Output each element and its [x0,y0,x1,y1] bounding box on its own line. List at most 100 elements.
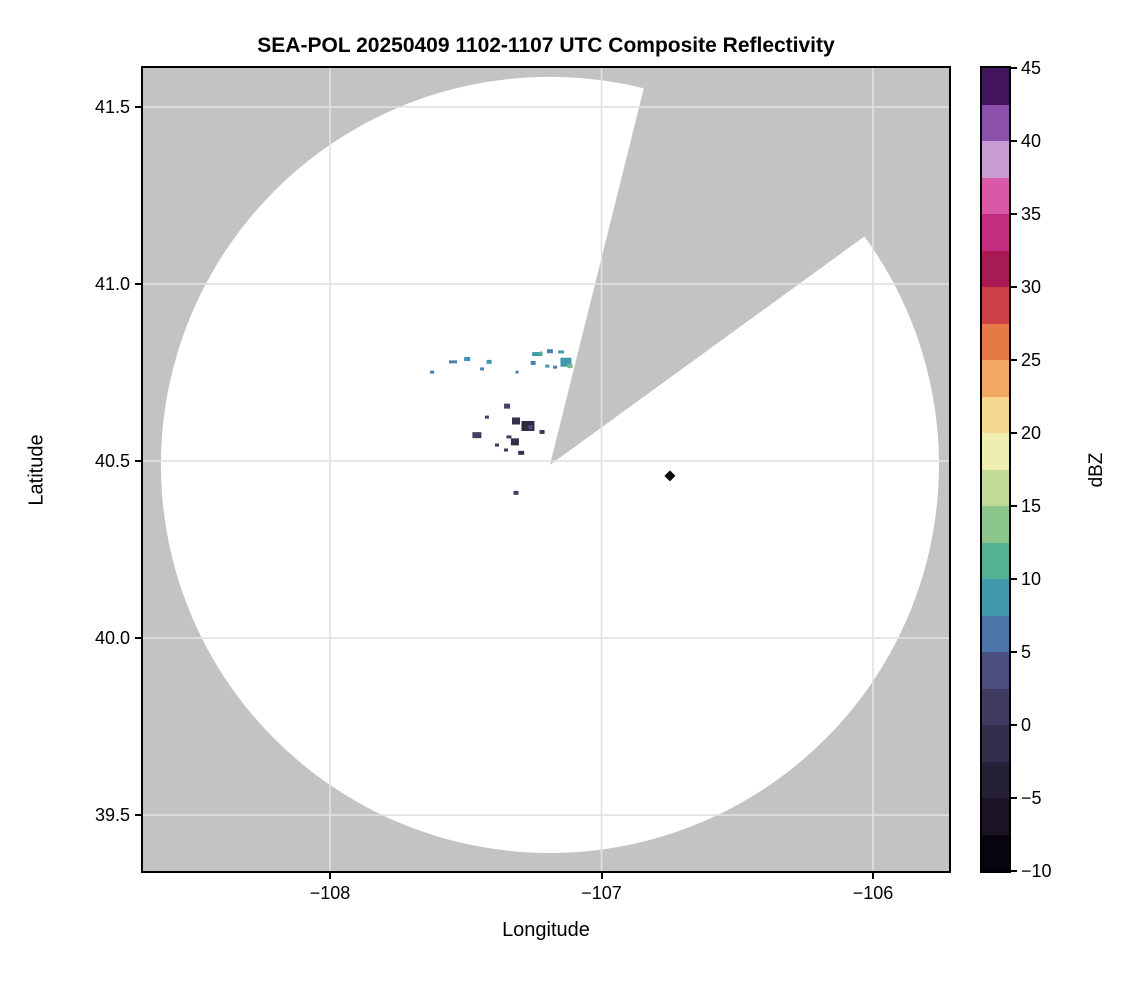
reflectivity-echo [494,443,499,447]
colorbar-tick-label: 20 [1021,423,1042,443]
reflectivity-echo [512,417,521,425]
colorbar-tick-mark [1011,140,1017,142]
colorbar-tick-label: 30 [1021,277,1042,297]
y-tick-label: 40.0 [94,628,130,649]
colorbar-band [982,687,1009,725]
colorbar-band [982,578,1009,616]
y-tick-label: 39.5 [94,805,130,826]
colorbar-tick-mark [1011,286,1017,288]
x-tick-mark [871,873,874,879]
colorbar-tick-mark [1011,724,1017,726]
colorbar-tick-label: 15 [1021,496,1042,516]
colorbar-band [982,359,1009,397]
colorbar-band [982,68,1009,105]
colorbar-tick-mark [1011,797,1017,799]
reflectivity-echo [539,429,545,434]
colorbar-tick-label: 0 [1021,715,1032,735]
x-tick-mark [329,873,332,879]
y-tick-label: 41.5 [94,96,130,117]
reflectivity-echo [560,357,572,367]
colorbar-tick-mark [1011,432,1017,434]
colorbar-tick-mark [1011,67,1017,69]
colorbar-band [982,395,1009,433]
colorbar-tick-label: 5 [1021,642,1032,662]
x-tick-mark [600,873,603,879]
point-marker-diamond [664,470,676,482]
colorbar-band [982,505,1009,543]
colorbar-band [982,103,1009,141]
reflectivity-echo [430,370,435,374]
x-tick-label: −107 [581,883,622,903]
colorbar-band [982,322,1009,360]
reflectivity-echo [558,350,565,354]
reflectivity-echo [510,438,519,446]
colorbar-tick-label: −5 [1021,788,1042,808]
colorbar-band [982,432,1009,470]
radar-map-canvas [143,68,949,871]
reflectivity-echo [546,349,553,354]
y-tick-mark [135,637,141,640]
reflectivity-echo [504,403,511,409]
x-tick-label: −108 [309,883,351,903]
reflectivity-echo [486,359,492,364]
colorbar-band [982,213,1009,251]
colorbar-tick-mark [1011,505,1017,507]
blocked-sector-wedge [549,68,949,465]
colorbar-tick-mark [1011,870,1017,872]
colorbar-tick-label: 35 [1021,204,1042,224]
map-plot-area [143,68,949,871]
reflectivity-echo [528,425,533,430]
reflectivity-echo [484,415,489,419]
colorbar-band [982,541,1009,579]
y-tick-mark [135,282,141,285]
colorbar-band [982,286,1009,324]
colorbar-band [982,651,1009,689]
colorbar-tick-label: 25 [1021,350,1042,370]
colorbar-band [982,468,1009,506]
chart-title: SEA-POL 20250409 1102-1107 UTC Composite… [257,34,835,57]
y-tick-label: 40.5 [94,451,130,471]
colorbar-tick-label: 40 [1021,131,1042,151]
colorbar-tick-mark [1011,651,1017,653]
colorbar [982,68,1009,871]
reflectivity-echo [506,435,512,439]
reflectivity-echo [532,352,543,357]
reflectivity-echo [530,360,536,365]
colorbar-band [982,176,1009,214]
colorbar-band [982,760,1009,798]
colorbar-tick-label: 10 [1021,569,1042,589]
colorbar-tick-label: 45 [1021,58,1042,78]
x-axis-label: Longitude [502,919,590,941]
colorbar-tick-label: −10 [1021,861,1052,881]
reflectivity-echo [518,450,525,455]
reflectivity-echo [567,364,573,369]
colorbar-tick-mark [1011,359,1017,361]
reflectivity-echo [449,360,458,364]
reflectivity-echo [472,432,482,439]
reflectivity-echo [464,357,471,362]
reflectivity-echo [545,364,550,368]
y-tick-label: 41.0 [94,273,130,294]
colorbar-tick-mark [1011,578,1017,580]
y-axis-label: Latitude [25,434,48,506]
reflectivity-echo [539,351,543,355]
reflectivity-echo [480,367,485,371]
reflectivity-echo [515,370,519,374]
colorbar-band [982,724,1009,762]
reflectivity-echo [521,420,535,431]
colorbar-band [982,797,1009,835]
colorbar-tick-mark [1011,213,1017,215]
x-tick-label: −106 [852,883,894,903]
colorbar-axis-label: dBZ [1086,452,1107,488]
y-tick-mark [135,105,141,108]
y-tick-mark [135,814,141,817]
colorbar-band [982,614,1009,652]
colorbar-band [982,249,1009,287]
reflectivity-echo [513,490,519,495]
colorbar-band [982,833,1009,871]
y-tick-mark [135,460,141,462]
reflectivity-echo [553,365,558,369]
reflectivity-echo [503,448,508,452]
colorbar-band [982,140,1009,178]
